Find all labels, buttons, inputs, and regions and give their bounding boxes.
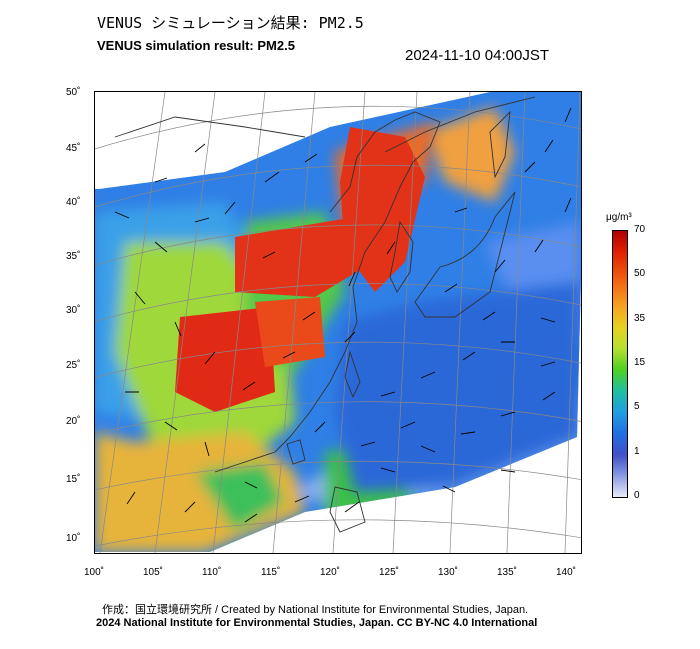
credit-line: 作成：国立環境研究所 / Created by National Institu… — [102, 604, 529, 616]
graticule — [95, 92, 581, 553]
title-japanese: VENUS シミュレーション結果: PM2.5 — [97, 14, 364, 32]
lon-tick-label: 125˚ — [379, 567, 400, 578]
lon-tick-label: 130˚ — [438, 567, 459, 578]
coastlines — [114, 96, 536, 533]
wind-vectors — [114, 107, 572, 523]
lat-tick-label: 15˚ — [66, 474, 81, 485]
lon-tick-label: 135˚ — [497, 567, 518, 578]
colorbar-label: 0 — [634, 490, 640, 501]
title-english: VENUS simulation result: PM2.5 — [97, 38, 295, 53]
lon-tick-label: 105˚ — [143, 567, 164, 578]
colorbar-label: 35 — [634, 313, 646, 324]
lon-tick-label: 100˚ — [84, 567, 105, 578]
colorbar-label: 15 — [634, 357, 646, 368]
lat-tick-label: 50˚ — [66, 87, 81, 98]
colorbar-label: 50 — [634, 268, 646, 279]
colorbar-label: 70 — [634, 224, 646, 235]
lat-tick-label: 40˚ — [66, 197, 81, 208]
timestamp: 2024-11-10 04:00JST — [405, 47, 549, 64]
colorbar — [612, 230, 628, 498]
lon-tick-label: 120˚ — [320, 567, 341, 578]
license-line: 2024 National Institute for Environmenta… — [96, 617, 538, 629]
lat-tick-label: 25˚ — [66, 360, 81, 371]
map-frame — [94, 91, 582, 554]
colorbar-label: 5 — [634, 401, 640, 412]
lat-tick-label: 35˚ — [66, 251, 81, 262]
lon-tick-label: 140˚ — [556, 567, 577, 578]
pm25-map — [95, 92, 581, 553]
lat-tick-label: 10˚ — [66, 533, 81, 544]
lon-tick-label: 110˚ — [202, 567, 222, 578]
lon-tick-label: 115˚ — [261, 567, 281, 578]
lat-tick-label: 45˚ — [66, 143, 81, 154]
lat-tick-label: 30˚ — [66, 305, 81, 316]
lat-tick-label: 20˚ — [66, 416, 81, 427]
colorbar-unit: μg/m³ — [606, 212, 632, 223]
colorbar-label: 1 — [634, 446, 640, 457]
